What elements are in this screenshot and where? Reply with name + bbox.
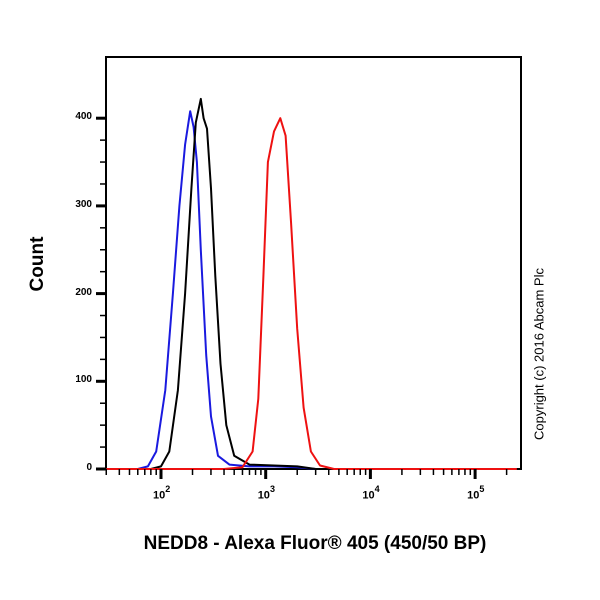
- series-red-line: [106, 117, 517, 470]
- x-tick-label: 104: [362, 484, 380, 502]
- series-black-line: [106, 97, 517, 470]
- y-tick-label: 300: [75, 198, 92, 210]
- x-axis-label: NEDD8 - Alexa Fluor® 405 (450/50 BP): [143, 533, 487, 554]
- y-tick-label: 200: [75, 286, 92, 298]
- x-tick-label: 102: [153, 484, 171, 502]
- copyright-notice: Copyright (c) 2016 Abcam Plc: [531, 268, 547, 440]
- x-tick-label: 103: [257, 484, 275, 502]
- axes: [96, 116, 508, 479]
- series-layer: [106, 97, 517, 470]
- y-tick-label: 100: [75, 374, 92, 386]
- y-tick-label: 400: [75, 111, 92, 123]
- y-tick-label: 0: [86, 462, 92, 473]
- x-tick-label: 105: [467, 484, 485, 502]
- plot-frame: [105, 56, 522, 470]
- series-blue-line: [106, 110, 517, 470]
- y-axis-label: Count: [27, 236, 48, 292]
- plot-border: [105, 56, 522, 470]
